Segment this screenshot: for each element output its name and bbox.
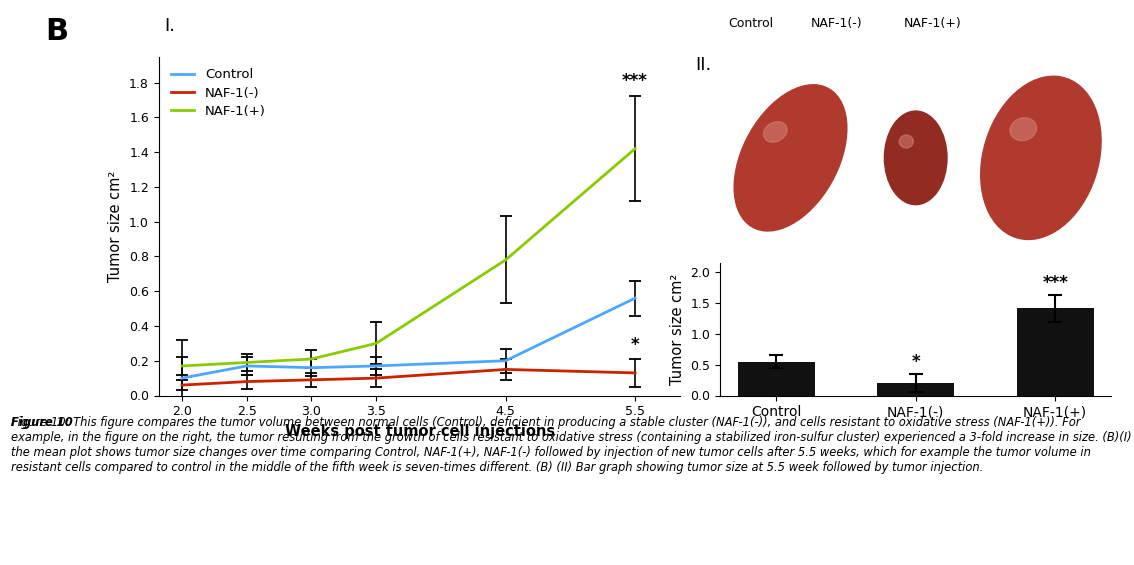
Text: B: B (45, 17, 68, 46)
Ellipse shape (981, 76, 1101, 240)
Text: ***: *** (623, 72, 648, 89)
Text: II.: II. (695, 56, 711, 75)
Legend: Control, NAF-1(-), NAF-1(+): Control, NAF-1(-), NAF-1(+) (166, 63, 271, 123)
Bar (738, 362, 814, 396)
Y-axis label: Tumor size cm²: Tumor size cm² (109, 170, 124, 282)
Bar (1017, 308, 1093, 395)
Text: ***: *** (1042, 274, 1068, 292)
Ellipse shape (734, 85, 847, 231)
Text: NAF-1(-): NAF-1(-) (811, 17, 863, 30)
Ellipse shape (1010, 118, 1036, 141)
Text: NAF-1(+): NAF-1(+) (904, 17, 960, 30)
Text: I.: I. (164, 17, 176, 35)
X-axis label: Weeks post tumor cell injections: Weeks post tumor cell injections (285, 424, 555, 439)
Y-axis label: Tumor size cm²: Tumor size cm² (670, 273, 685, 385)
Text: *: * (912, 353, 920, 371)
Text: *: * (631, 336, 640, 354)
Ellipse shape (885, 111, 947, 205)
Ellipse shape (899, 135, 913, 148)
Text: Figure 10: Figure 10 (11, 415, 73, 428)
Bar (878, 383, 954, 396)
Text: Control: Control (728, 17, 773, 30)
Text: Figure 10: This figure compares the tumor volume between normal cells (Control),: Figure 10: This figure compares the tumo… (11, 415, 1132, 473)
Ellipse shape (763, 121, 787, 142)
